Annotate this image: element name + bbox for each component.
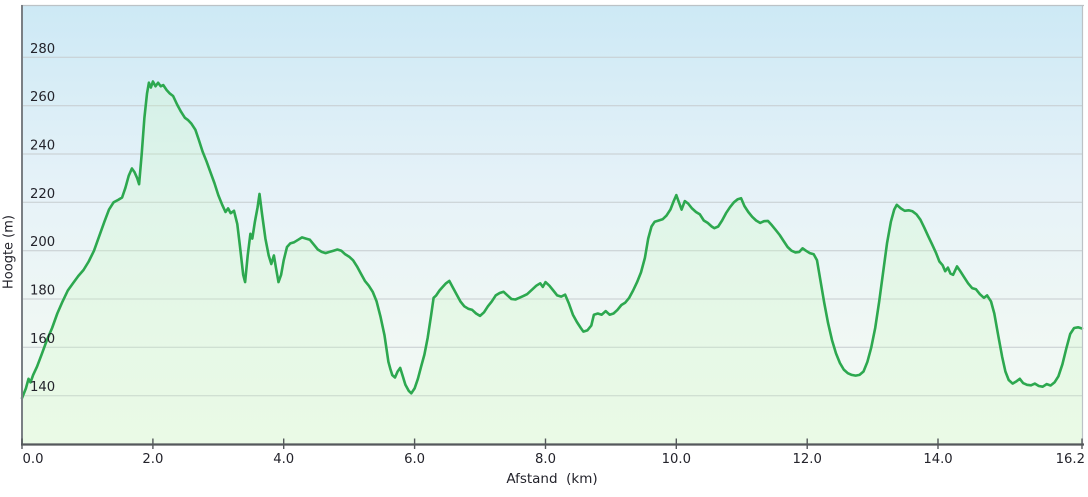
y-tick-label: 220: [30, 187, 55, 202]
gridlines: [22, 56, 1083, 397]
x-tick-label: 8.0: [535, 452, 556, 467]
elevation-series: [20, 80, 1084, 444]
plot-background: [22, 5, 1083, 444]
x-tick-label: 10.0: [662, 452, 691, 467]
x-axis-title: Afstand (km): [506, 471, 598, 487]
y-tick-label: 160: [30, 332, 55, 347]
y-tick-label: 240: [30, 139, 55, 154]
x-tick-label: 12.0: [793, 452, 822, 467]
elevation-line: [20, 80, 1084, 400]
axes: [21, 4, 1084, 449]
x-tick-label: 14.0: [923, 452, 952, 467]
x-tick-label: 0.0: [23, 452, 44, 467]
y-tick-label: 280: [30, 42, 55, 57]
x-tick-label: 2.0: [142, 452, 163, 467]
y-tick-label: 180: [30, 284, 55, 299]
y-tick-label: 260: [30, 90, 55, 105]
x-tick-label: 4.0: [273, 452, 294, 467]
elevation-area: [22, 81, 1082, 444]
y-axis-title: Hoogte (m): [1, 215, 17, 289]
y-tick-label: 200: [30, 235, 55, 250]
x-tick-label: 16.2: [1056, 452, 1085, 467]
x-tick-label: 6.0: [404, 452, 425, 467]
tick-labels: 0.0 2.0 4.0 6.0 8.0 10.0 12.0 14.0 16.2 140 160 180…: [23, 42, 1085, 467]
plot-area-fill: [22, 5, 1083, 444]
y-tick-label: 140: [30, 380, 55, 395]
